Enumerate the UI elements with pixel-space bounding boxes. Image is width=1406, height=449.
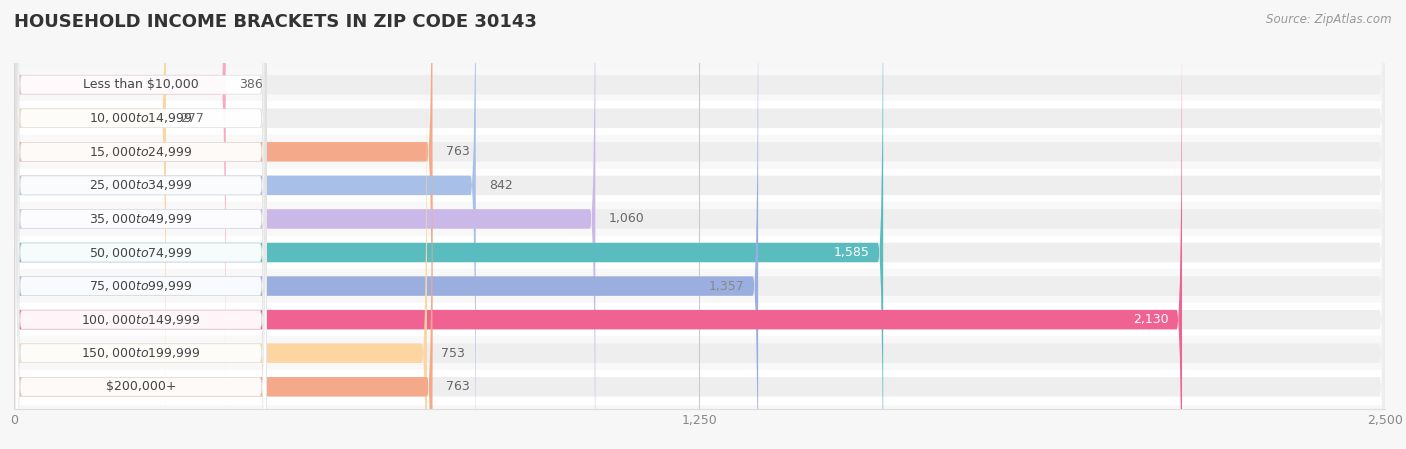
FancyBboxPatch shape [14, 0, 758, 449]
Text: 763: 763 [446, 380, 470, 393]
Text: $200,000+: $200,000+ [105, 380, 176, 393]
FancyBboxPatch shape [14, 0, 433, 449]
Text: $150,000 to $199,999: $150,000 to $199,999 [82, 346, 201, 360]
FancyBboxPatch shape [14, 0, 1385, 449]
Text: Less than $10,000: Less than $10,000 [83, 78, 198, 91]
Bar [14, 303, 1385, 336]
FancyBboxPatch shape [14, 61, 433, 449]
FancyBboxPatch shape [14, 0, 1385, 444]
Text: $25,000 to $34,999: $25,000 to $34,999 [89, 178, 193, 192]
FancyBboxPatch shape [15, 0, 267, 449]
FancyBboxPatch shape [14, 0, 1385, 449]
FancyBboxPatch shape [14, 0, 1385, 449]
FancyBboxPatch shape [15, 0, 267, 449]
FancyBboxPatch shape [15, 0, 267, 449]
FancyBboxPatch shape [15, 0, 267, 449]
FancyBboxPatch shape [15, 0, 267, 449]
Bar [14, 236, 1385, 269]
Bar [14, 68, 1385, 101]
FancyBboxPatch shape [15, 0, 267, 449]
FancyBboxPatch shape [14, 0, 1182, 449]
Bar [14, 168, 1385, 202]
Text: 1,585: 1,585 [834, 246, 869, 259]
FancyBboxPatch shape [14, 0, 1385, 449]
Bar [14, 269, 1385, 303]
Bar [14, 135, 1385, 168]
FancyBboxPatch shape [15, 0, 267, 449]
FancyBboxPatch shape [14, 0, 1385, 449]
FancyBboxPatch shape [14, 0, 1385, 410]
Bar [14, 202, 1385, 236]
Bar [14, 370, 1385, 404]
FancyBboxPatch shape [15, 0, 267, 449]
Text: 842: 842 [489, 179, 513, 192]
Text: $100,000 to $149,999: $100,000 to $149,999 [82, 313, 201, 326]
FancyBboxPatch shape [14, 61, 1385, 449]
FancyBboxPatch shape [15, 0, 267, 449]
Bar [14, 101, 1385, 135]
FancyBboxPatch shape [14, 0, 883, 449]
Text: HOUSEHOLD INCOME BRACKETS IN ZIP CODE 30143: HOUSEHOLD INCOME BRACKETS IN ZIP CODE 30… [14, 13, 537, 31]
FancyBboxPatch shape [14, 27, 1385, 449]
Text: 1,060: 1,060 [609, 212, 645, 225]
FancyBboxPatch shape [14, 0, 475, 449]
FancyBboxPatch shape [14, 0, 1385, 449]
Text: $10,000 to $14,999: $10,000 to $14,999 [89, 111, 193, 125]
Text: 386: 386 [239, 78, 263, 91]
Text: 1,357: 1,357 [709, 280, 744, 293]
Text: 753: 753 [440, 347, 464, 360]
Text: 763: 763 [446, 145, 470, 158]
FancyBboxPatch shape [14, 0, 166, 444]
Text: $50,000 to $74,999: $50,000 to $74,999 [89, 246, 193, 260]
Text: 2,130: 2,130 [1133, 313, 1168, 326]
FancyBboxPatch shape [14, 27, 427, 449]
Text: Source: ZipAtlas.com: Source: ZipAtlas.com [1267, 13, 1392, 26]
FancyBboxPatch shape [14, 0, 595, 449]
Text: $35,000 to $49,999: $35,000 to $49,999 [89, 212, 193, 226]
Text: $75,000 to $99,999: $75,000 to $99,999 [89, 279, 193, 293]
FancyBboxPatch shape [14, 0, 226, 410]
Bar [14, 336, 1385, 370]
Text: $15,000 to $24,999: $15,000 to $24,999 [89, 145, 193, 159]
Text: 277: 277 [180, 112, 204, 125]
FancyBboxPatch shape [15, 0, 267, 449]
